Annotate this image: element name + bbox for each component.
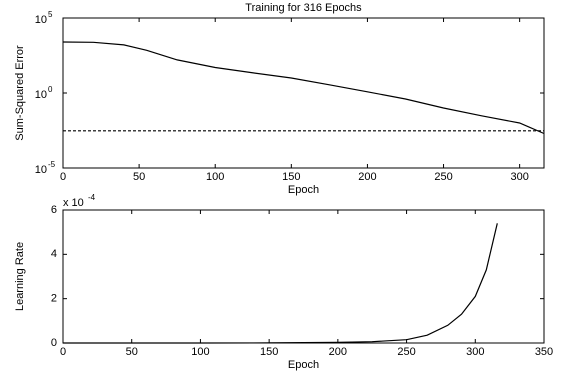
x-tick-label: 150 <box>260 346 278 358</box>
y-tick-label: 4 <box>51 248 57 260</box>
series-line <box>63 223 498 344</box>
y-tick-exponent: -5 <box>48 160 56 169</box>
series-line <box>62 41 545 135</box>
x-tick-label: 50 <box>126 346 138 358</box>
chart-title: Training for 316 Epochs <box>245 2 362 14</box>
y-axis-label: Sum-Squared Error <box>14 45 26 141</box>
y-axis-label: Learning Rate <box>14 242 26 311</box>
x-tick-label: 200 <box>329 346 347 358</box>
y-tick-exponent: 0 <box>48 85 53 94</box>
x-tick-label: 300 <box>466 346 484 358</box>
x-tick-label: 250 <box>434 171 452 183</box>
y-tick-label: 10 <box>35 14 47 26</box>
x-tick-label: 50 <box>133 171 145 183</box>
x-tick-label: 150 <box>282 171 300 183</box>
y-multiplier-exponent: -4 <box>88 193 96 202</box>
x-tick-label: 100 <box>191 346 209 358</box>
axes-box <box>62 209 545 344</box>
y-tick-label: 10 <box>35 89 47 101</box>
x-tick-label: 100 <box>206 171 224 183</box>
y-tick-label: 2 <box>51 293 57 305</box>
x-tick-label: 0 <box>60 346 66 358</box>
y-tick-label: 0 <box>51 337 57 349</box>
x-axis-label: Epoch <box>288 359 319 371</box>
y-tick-label: 6 <box>51 204 57 216</box>
y-tick-exponent: 5 <box>48 10 53 19</box>
x-tick-label: 0 <box>60 171 66 183</box>
x-tick-label: 200 <box>358 171 376 183</box>
x-tick-label: 300 <box>510 171 528 183</box>
x-axis-label: Epoch <box>288 184 319 196</box>
y-tick-label: 10 <box>35 164 47 176</box>
x-tick-label: 250 <box>397 346 415 358</box>
axes-box <box>62 17 545 169</box>
y-multiplier: x 10 <box>63 197 84 209</box>
x-tick-label: 350 <box>535 346 553 358</box>
